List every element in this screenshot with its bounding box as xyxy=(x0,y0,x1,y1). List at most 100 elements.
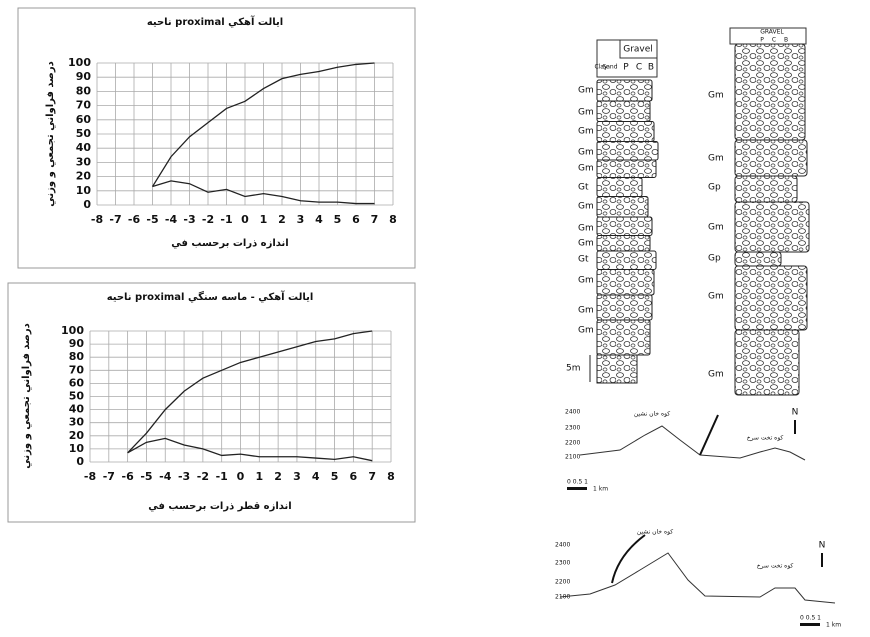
elevation-label: 2400 xyxy=(565,409,580,416)
x-tick-label: 8 xyxy=(389,213,397,226)
column-subheader: Sand xyxy=(602,64,617,71)
bed xyxy=(597,122,654,142)
bed xyxy=(597,251,656,270)
x-tick-label: 3 xyxy=(297,213,305,226)
facies-label: Gm xyxy=(578,202,594,212)
scale-unit: 1 km xyxy=(593,486,608,493)
bed xyxy=(735,330,799,395)
x-tick-label: 0 xyxy=(237,470,245,483)
x-tick-label: 5 xyxy=(334,213,342,226)
y-tick-label: 100 xyxy=(61,324,84,337)
x-tick-label: -7 xyxy=(103,470,115,483)
profile-line xyxy=(560,553,835,603)
x-tick-label: 2 xyxy=(274,470,282,483)
column-subheader: P xyxy=(623,63,629,73)
facies-label: Gm xyxy=(578,306,594,316)
facies-label: Gm xyxy=(708,292,724,302)
x-tick-label: 0 xyxy=(241,213,249,226)
x-tick-label: -5 xyxy=(146,213,158,226)
elevation-label: 2300 xyxy=(555,560,570,567)
peak-label: كوه خان نشين xyxy=(634,411,670,418)
north-label: N xyxy=(819,541,826,551)
facies-label: Gp xyxy=(708,254,721,264)
bed xyxy=(597,197,648,218)
bed xyxy=(597,236,650,252)
scale-bar xyxy=(567,487,587,490)
peak-label: كوه خان نشين xyxy=(637,529,673,536)
y-axis-label: درصد فراواني تجمعي و وزني xyxy=(45,61,56,206)
arrow xyxy=(612,535,645,583)
bed xyxy=(597,320,650,355)
bed xyxy=(597,355,637,383)
facies-label: Gt xyxy=(578,255,589,265)
x-tick-label: 6 xyxy=(350,470,358,483)
bed xyxy=(735,202,809,252)
x-axis-label: اندازه ذرات برحسب في xyxy=(171,238,288,249)
column-subheader: B xyxy=(648,63,654,73)
north-label: N xyxy=(792,408,799,418)
column-subheader: C xyxy=(636,63,642,73)
x-tick-label: 7 xyxy=(368,470,376,483)
bed xyxy=(735,44,805,140)
x-tick-label: 7 xyxy=(371,213,379,226)
x-tick-label: -4 xyxy=(165,213,178,226)
facies-label: Gm xyxy=(578,276,594,286)
x-tick-label: -3 xyxy=(183,213,195,226)
x-tick-label: -6 xyxy=(128,213,141,226)
facies-label: Gm xyxy=(708,223,724,233)
bed xyxy=(597,101,650,122)
column-header-text: Gravel xyxy=(623,45,653,55)
x-tick-label: -8 xyxy=(91,213,103,226)
x-tick-label: 5 xyxy=(331,470,339,483)
x-tick-label: -7 xyxy=(109,213,121,226)
y-tick-label: 10 xyxy=(69,442,85,455)
facies-label: Gm xyxy=(578,108,594,118)
bed xyxy=(597,142,658,161)
x-tick-label: 6 xyxy=(352,213,360,226)
facies-label: Gt xyxy=(578,183,589,193)
bed xyxy=(597,178,642,197)
facies-label: Gm xyxy=(578,86,594,96)
column-subheader: C xyxy=(772,37,776,44)
y-tick-label: 40 xyxy=(69,403,85,416)
y-tick-label: 90 xyxy=(76,70,92,83)
y-tick-label: 10 xyxy=(76,184,92,197)
elevation-label: 2300 xyxy=(565,425,580,432)
y-tick-label: 80 xyxy=(76,84,92,97)
y-tick-label: 70 xyxy=(69,363,85,376)
bed xyxy=(735,266,807,330)
y-tick-label: 30 xyxy=(69,416,85,429)
scale-label: 5m xyxy=(566,364,581,374)
bed xyxy=(597,295,652,320)
y-tick-label: 30 xyxy=(76,155,92,168)
x-tick-label: -1 xyxy=(216,470,228,483)
elevation-label: 2200 xyxy=(565,440,580,447)
y-tick-label: 60 xyxy=(76,113,92,126)
peak-label: كوه تخت سرخ xyxy=(747,435,784,442)
bed xyxy=(597,160,656,178)
x-tick-label: -8 xyxy=(84,470,96,483)
bed xyxy=(735,176,797,202)
bed xyxy=(735,140,807,176)
elevation-label: 2200 xyxy=(555,579,570,586)
x-tick-label: 2 xyxy=(278,213,286,226)
y-tick-label: 50 xyxy=(69,390,85,403)
x-tick-label: -1 xyxy=(220,213,232,226)
column-subheader: P xyxy=(760,37,764,44)
profile-line xyxy=(580,426,805,460)
scale-numbers: 0 0.5 1 xyxy=(800,615,821,622)
bed xyxy=(735,252,781,266)
y-tick-label: 40 xyxy=(76,141,92,154)
x-tick-label: 1 xyxy=(260,213,268,226)
y-tick-label: 100 xyxy=(68,56,91,69)
elevation-label: 2400 xyxy=(555,542,570,549)
page: 0102030405060708090100-8-7-6-5-4-3-2-101… xyxy=(0,0,870,633)
x-tick-label: 4 xyxy=(312,470,320,483)
x-tick-label: -3 xyxy=(178,470,190,483)
y-tick-label: 80 xyxy=(69,350,85,363)
facies-label: Gp xyxy=(708,183,721,193)
y-axis-label: درصد فراواني تجمعي و وزني xyxy=(21,323,32,468)
x-tick-label: -2 xyxy=(197,470,209,483)
x-tick-label: 1 xyxy=(255,470,263,483)
bed xyxy=(597,217,652,236)
